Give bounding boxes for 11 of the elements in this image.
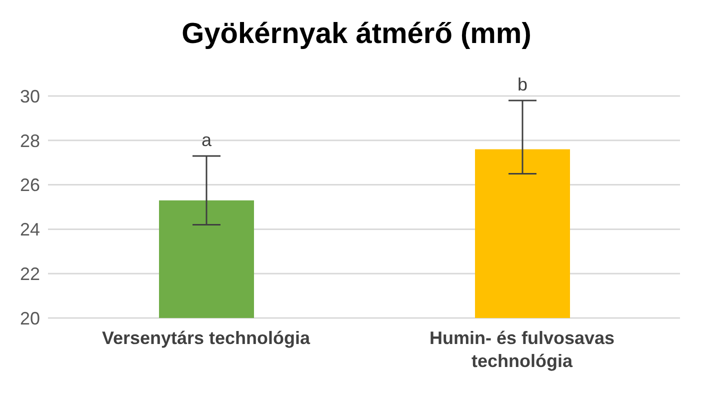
y-tick-label: 24 xyxy=(20,220,40,240)
annotation: a xyxy=(201,130,212,150)
chart-title: Gyökérnyak átmérő (mm) xyxy=(180,17,532,52)
text: b xyxy=(517,74,528,94)
x-tick-label: Humin- és fulvosavas technológia xyxy=(429,328,615,371)
y-tick-label: 20 xyxy=(20,308,40,328)
y-tick-label: 30 xyxy=(20,86,40,106)
y-tick-label: 26 xyxy=(20,175,40,196)
x-tick-label: Versenytárs technológia xyxy=(102,328,312,348)
y-tick-label: 22 xyxy=(20,264,40,284)
y-tick-label: 28 xyxy=(20,130,40,151)
